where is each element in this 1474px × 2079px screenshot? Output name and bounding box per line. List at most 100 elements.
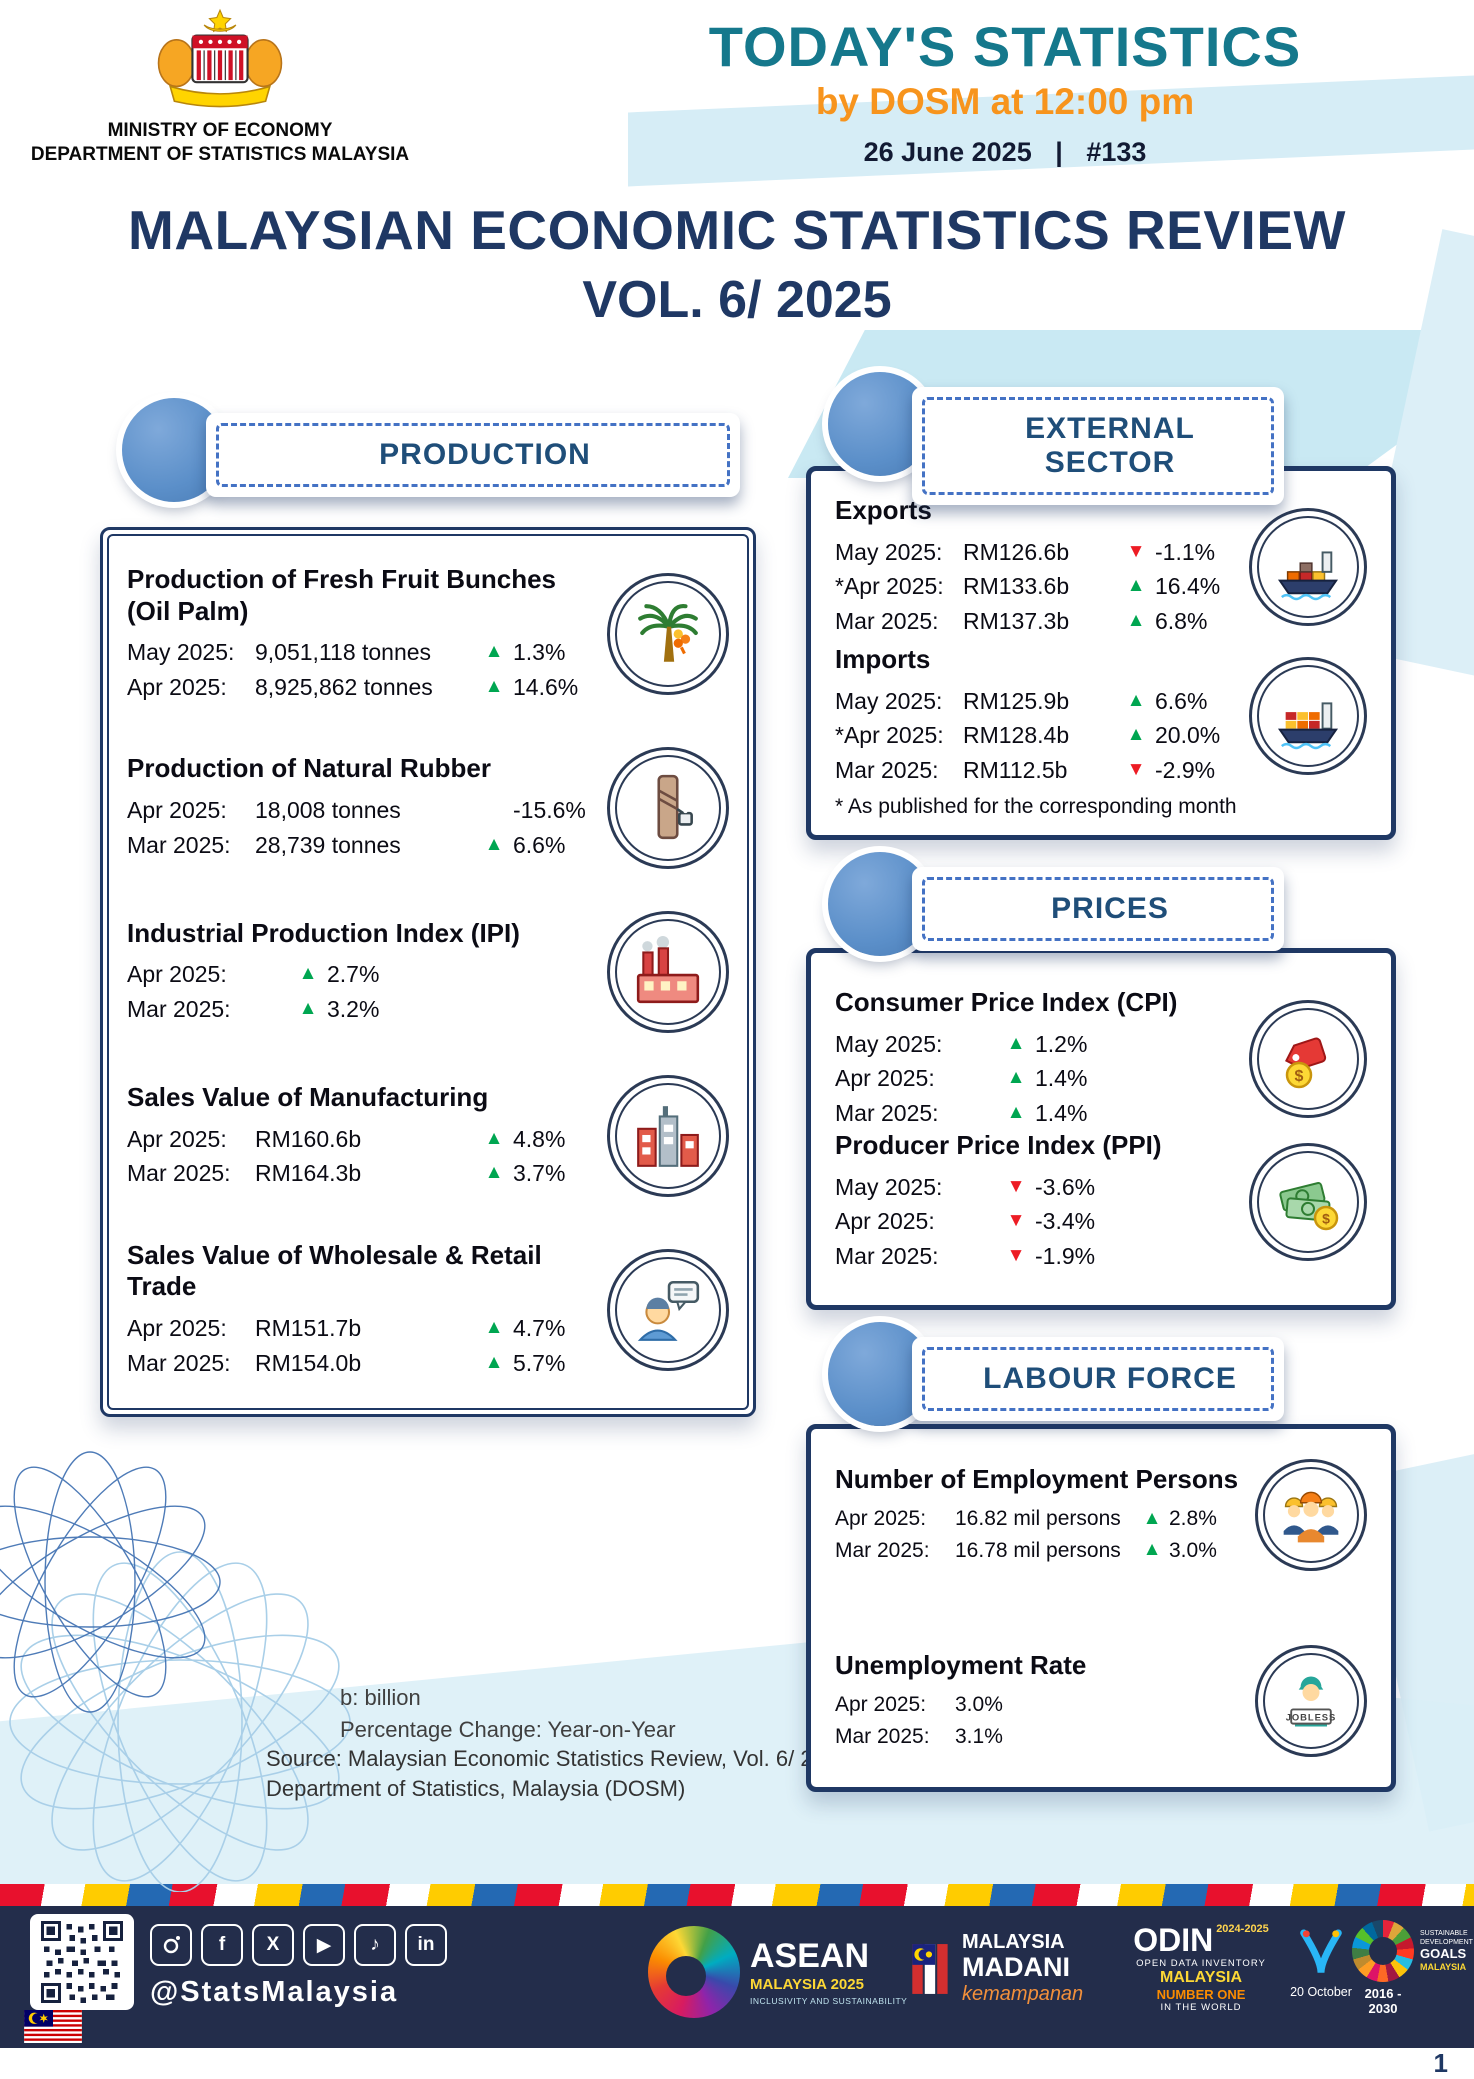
stat-value: RM125.9b: [963, 687, 1070, 714]
stat-title: Unemployment Rate: [835, 1649, 1087, 1680]
stat-item-exports: Exports May 2025: RM126.6b ▼ -1.1% *Apr …: [835, 495, 1367, 638]
section-title-labour-force: LABOUR FORCE: [922, 1347, 1274, 1411]
manufacturing-icon: [607, 1075, 729, 1198]
stat-item-cpi: Consumer Price Index (CPI) May 2025: ▲ 1…: [835, 987, 1367, 1130]
stat-row: Apr 2025: RM160.6b ▲ 4.8%: [127, 1122, 597, 1157]
odin-logo: ODIN 2024-2025 OPEN DATA INVENTORY MALAYS…: [1128, 1923, 1274, 2014]
pct-value: 1.2%: [1035, 1030, 1088, 1057]
period-label: May 2025:: [835, 1173, 943, 1200]
stat-item-wholesale-retail: Sales Value of Wholesale & Retail Trade …: [127, 1240, 729, 1380]
stat-row: Mar 2025: ▲ 1.4%: [835, 1096, 1239, 1131]
statistics-day-date: 20 October: [1290, 1985, 1352, 1999]
stat-value: 3.0%: [955, 1693, 1003, 1717]
odin-years: 2024-2025: [1216, 1923, 1269, 1935]
social-icons-row: f X ▶ ♪ in: [150, 1924, 460, 1966]
stat-value: 18,008 tonnes: [255, 797, 401, 824]
page-title: MALAYSIAN ECONOMIC STATISTICS REVIEW VOL…: [0, 198, 1474, 330]
stat-value: RM164.3b: [255, 1160, 362, 1187]
madani-line1: MALAYSIA: [962, 1931, 1065, 1953]
linkedin-icon: in: [405, 1924, 447, 1966]
stat-title: Sales Value of Manufacturing: [127, 1081, 489, 1112]
jobless-sign-text: JOBLESS: [1286, 1711, 1337, 1722]
stat-title: Production of Natural Rubber: [127, 753, 491, 784]
spirograph-decoration: [0, 1451, 351, 1892]
malaysia-coat-of-arms: [157, 8, 283, 108]
pct-value: 20.0%: [1155, 722, 1221, 749]
stat-value: RM128.4b: [963, 722, 1070, 749]
issue-number: #133: [1086, 137, 1147, 167]
statistics-day-logo: 20 October: [1282, 1926, 1360, 1999]
period-label: Mar 2025:: [835, 607, 939, 634]
sdg-logo: SUSTAINABLE DEVELOPMENT GOALS MALAYSIA 2…: [1352, 1920, 1473, 2016]
stat-value: 3.1%: [955, 1724, 1003, 1748]
stat-title: Industrial Production Index (IPI): [127, 917, 520, 948]
stat-value: RM137.3b: [963, 607, 1070, 634]
trend-arrow-icon: ▲: [1006, 1032, 1026, 1054]
stat-row: Mar 2025: RM137.3b ▲ 6.8%: [835, 604, 1239, 639]
wholesale-retail-icon: [607, 1248, 729, 1371]
trend-arrow-icon: ▲: [1126, 575, 1146, 597]
asean-swirl-icon: [648, 1926, 740, 2018]
trend-arrow-icon: ▲: [1126, 609, 1146, 631]
period-label: Apr 2025:: [127, 1125, 227, 1152]
tiktok-icon: ♪: [354, 1924, 396, 1966]
stat-item-unemployment: Unemployment Rate Apr 2025: 3.0% Mar 202…: [835, 1645, 1367, 1757]
stat-title: Production of Fresh Fruit Bunches (Oil P…: [127, 564, 557, 626]
pct-value: -15.6%: [513, 797, 586, 824]
stat-row: Apr 2025: ▼ -3.4%: [835, 1204, 1239, 1239]
asean-sub: MALAYSIA 2025: [750, 1975, 864, 1993]
stat-row: Apr 2025: 18,008 tonnes -15.6%: [127, 793, 597, 828]
trend-arrow-icon: ▲: [484, 641, 504, 663]
sdg-line1: SUSTAINABLE DEVELOPMENT: [1420, 1930, 1473, 1946]
trend-arrow-icon: ▲: [1126, 724, 1146, 746]
pct-value: 4.7%: [513, 1315, 566, 1341]
period-label: Apr 2025:: [835, 1693, 927, 1717]
stat-row: Mar 2025: 3.1%: [835, 1721, 1245, 1753]
x-icon: X: [252, 1924, 294, 1966]
pct-value: -1.9%: [1035, 1242, 1096, 1269]
currency-glyph: $: [1295, 1068, 1304, 1085]
stat-row: Apr 2025: RM151.7b ▲ 4.7%: [127, 1311, 597, 1346]
source-line1: Source: Malaysian Economic Statistics Re…: [266, 1746, 856, 1771]
pct-value: 3.7%: [513, 1160, 566, 1187]
dosm-logo-block: MINISTRY OF ECONOMY DEPARTMENT OF STATIS…: [15, 8, 425, 167]
madani-flag-icon: [912, 1944, 948, 1995]
stat-item-imports: Imports May 2025: RM125.9b ▲ 6.6% *Apr 2…: [835, 644, 1367, 787]
period-label: Apr 2025:: [835, 1507, 927, 1531]
statistics-day-icon: [1300, 1929, 1342, 1974]
trend-arrow-icon: ▲: [484, 675, 504, 697]
section-title-prices: PRICES: [922, 877, 1274, 941]
pct-value: 4.8%: [513, 1125, 566, 1152]
madani-script: kemampanan: [962, 1983, 1084, 2006]
malaysia-madani-logo: MALAYSIA MADANI kemampanan: [910, 1932, 1083, 2006]
trend-arrow-icon: ▼: [1126, 758, 1146, 780]
pct-value: 6.6%: [513, 831, 566, 858]
stat-row: May 2025: RM125.9b ▲ 6.6%: [835, 684, 1239, 719]
stat-row: Mar 2025: 16.78 mil persons ▲ 3.0%: [835, 1535, 1245, 1567]
trend-arrow-icon: ▲: [1006, 1101, 1026, 1123]
page-title-line2: VOL. 6/ 2025: [582, 271, 892, 329]
stat-title: Sales Value of Wholesale & Retail Trade: [127, 1239, 542, 1302]
stat-row: *Apr 2025: RM133.6b ▲ 16.4%: [835, 569, 1239, 604]
sdg-line2: GOALS: [1420, 1946, 1467, 1962]
stat-value: RM151.7b: [255, 1315, 362, 1341]
rubber-tree-icon: [607, 746, 729, 869]
period-label: Apr 2025:: [127, 1315, 227, 1341]
stat-row: May 2025: ▼ -3.6%: [835, 1170, 1239, 1205]
period-label: Mar 2025:: [127, 995, 231, 1022]
stat-row: *Apr 2025: RM128.4b ▲ 20.0%: [835, 718, 1239, 753]
divider: |: [1055, 137, 1063, 167]
ministry-name: MINISTRY OF ECONOMY: [107, 120, 333, 141]
period-label: May 2025:: [835, 1030, 943, 1057]
period-label: *Apr 2025:: [835, 722, 944, 749]
trend-arrow-icon: ▲: [298, 997, 318, 1019]
department-name: DEPARTMENT OF STATISTICS MALAYSIA: [30, 143, 410, 165]
madani-line2: MADANI: [962, 1952, 1070, 1982]
banner-title: TODAY'S STATISTICS: [708, 15, 1302, 78]
section-title-production: PRODUCTION: [216, 423, 730, 487]
pct-value: 2.7%: [327, 961, 380, 988]
period-label: May 2025:: [835, 687, 943, 714]
stat-row: Mar 2025: RM164.3b ▲ 3.7%: [127, 1156, 597, 1191]
sdg-wheel-icon: [1352, 1920, 1414, 1982]
